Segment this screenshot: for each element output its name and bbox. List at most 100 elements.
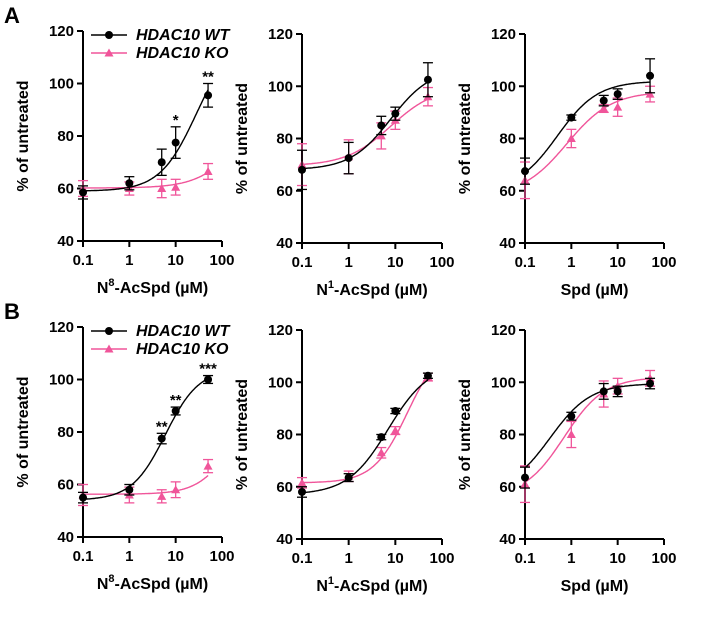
significance-marker: *** (199, 361, 217, 378)
data-point (297, 478, 307, 487)
data-point (646, 379, 655, 388)
y-axis-label: % of untreated (234, 379, 251, 490)
series-wt (520, 58, 656, 185)
y-tick-label: 60 (57, 181, 74, 198)
y-axis-label: % of untreated (234, 83, 251, 194)
x-axis-label-superscript: 8 (108, 573, 114, 585)
legend-marker (105, 31, 113, 39)
series-ko (78, 458, 214, 507)
x-tick-label: 1 (125, 548, 133, 565)
y-tick-label: 120 (268, 26, 293, 43)
y-tick-label: 80 (57, 424, 74, 441)
y-axis-label: % of untreated (15, 80, 32, 191)
fit-curve (524, 93, 651, 183)
data-point (157, 158, 166, 167)
significance-marker: ** (170, 392, 182, 409)
x-tick-label: 10 (387, 550, 404, 567)
chart-panel-1: 40 60 80 100 120 0.1 1 10 100 % of untreated N8-Ac… (4, 3, 235, 297)
series-wt (520, 377, 656, 489)
y-tick-label: 100 (49, 372, 74, 389)
y-tick-label: 100 (268, 374, 293, 391)
y-tick-label: 40 (57, 233, 74, 250)
x-tick-label: 0.1 (73, 252, 94, 269)
data-point (391, 109, 400, 118)
series-ko (520, 85, 656, 200)
fit-curve (83, 89, 209, 192)
fit-curve (302, 379, 429, 494)
x-axis-label-main: Spd (µM) (561, 578, 629, 595)
data-point (567, 113, 576, 122)
y-tick-label: 100 (491, 78, 516, 95)
y-tick-label: 120 (491, 26, 516, 43)
data-point (204, 375, 213, 384)
legend-marker (105, 327, 113, 335)
x-axis-label-rest: -AcSpd (µM) (334, 282, 428, 299)
x-tick-label: 1 (567, 550, 575, 567)
x-axis-label-superscript: 1 (328, 575, 334, 587)
y-axis-label: % of untreated (457, 379, 474, 490)
data-point (566, 430, 576, 438)
y-tick-label: 60 (499, 479, 516, 496)
x-tick-label: 10 (167, 252, 184, 269)
data-point (645, 89, 655, 98)
data-point (377, 121, 386, 130)
x-axis-label-main: N (316, 282, 328, 299)
x-tick-label: 10 (387, 254, 404, 271)
x-tick-label: 0.1 (292, 254, 313, 271)
x-tick-label: 1 (344, 254, 352, 271)
fit-curve (82, 377, 209, 500)
x-tick-label: 100 (651, 254, 676, 271)
y-axis-label: % of untreated (457, 83, 474, 194)
fit-curve (83, 171, 209, 189)
x-axis-label-main: Spd (µM) (561, 282, 629, 299)
y-axis-label: % of untreated (15, 376, 32, 487)
x-axis-label: N1-AcSpd (µM) (316, 575, 427, 595)
x-axis-label-rest: -AcSpd (µM) (334, 578, 428, 595)
data-point (298, 165, 306, 174)
y-tick-label: 120 (268, 322, 293, 339)
x-axis-label: Spd (µM) (561, 282, 629, 299)
x-tick-label: 1 (567, 254, 575, 271)
legend-label: HDAC10 WT (136, 323, 231, 340)
data-point (391, 406, 400, 415)
series-wt (78, 374, 214, 504)
data-point (125, 485, 134, 494)
legend-marker (104, 48, 114, 57)
data-point (566, 134, 576, 142)
y-tick-label: 100 (268, 78, 293, 95)
y-tick-label: 100 (491, 374, 516, 391)
data-point (171, 182, 181, 191)
data-point (344, 154, 353, 163)
data-point (567, 412, 576, 421)
y-tick-label: 60 (276, 479, 293, 496)
x-tick-label: 100 (209, 252, 234, 269)
y-tick-label: 40 (499, 235, 516, 252)
y-tick-label: 80 (499, 427, 516, 444)
x-tick-label: 100 (651, 550, 676, 567)
chart-panel-6: 40 60 80 100 120 0.1 1 10 100 % of untreated Spd (… (457, 322, 677, 595)
data-point (79, 188, 87, 197)
x-tick-label: 0.1 (515, 254, 536, 271)
y-tick-label: 120 (491, 322, 516, 339)
x-tick-label: 0.1 (73, 548, 94, 565)
y-tick-label: 60 (57, 477, 74, 494)
data-point (79, 493, 87, 502)
data-point (157, 491, 167, 500)
x-axis-label-main: N (97, 280, 109, 297)
data-point (390, 426, 400, 435)
panel-label: B (4, 299, 20, 324)
series-wt (78, 82, 214, 200)
data-point (423, 371, 432, 380)
series-ko (78, 162, 214, 199)
legend-marker (104, 344, 114, 353)
significance-marker: ** (156, 418, 168, 435)
data-point (157, 434, 166, 443)
series-wt (297, 62, 433, 191)
x-axis-label-rest: -AcSpd (µM) (115, 576, 209, 593)
fit-curve (524, 378, 651, 483)
panel-label: A (4, 3, 20, 28)
x-tick-label: 0.1 (515, 550, 536, 567)
data-point (171, 407, 180, 415)
